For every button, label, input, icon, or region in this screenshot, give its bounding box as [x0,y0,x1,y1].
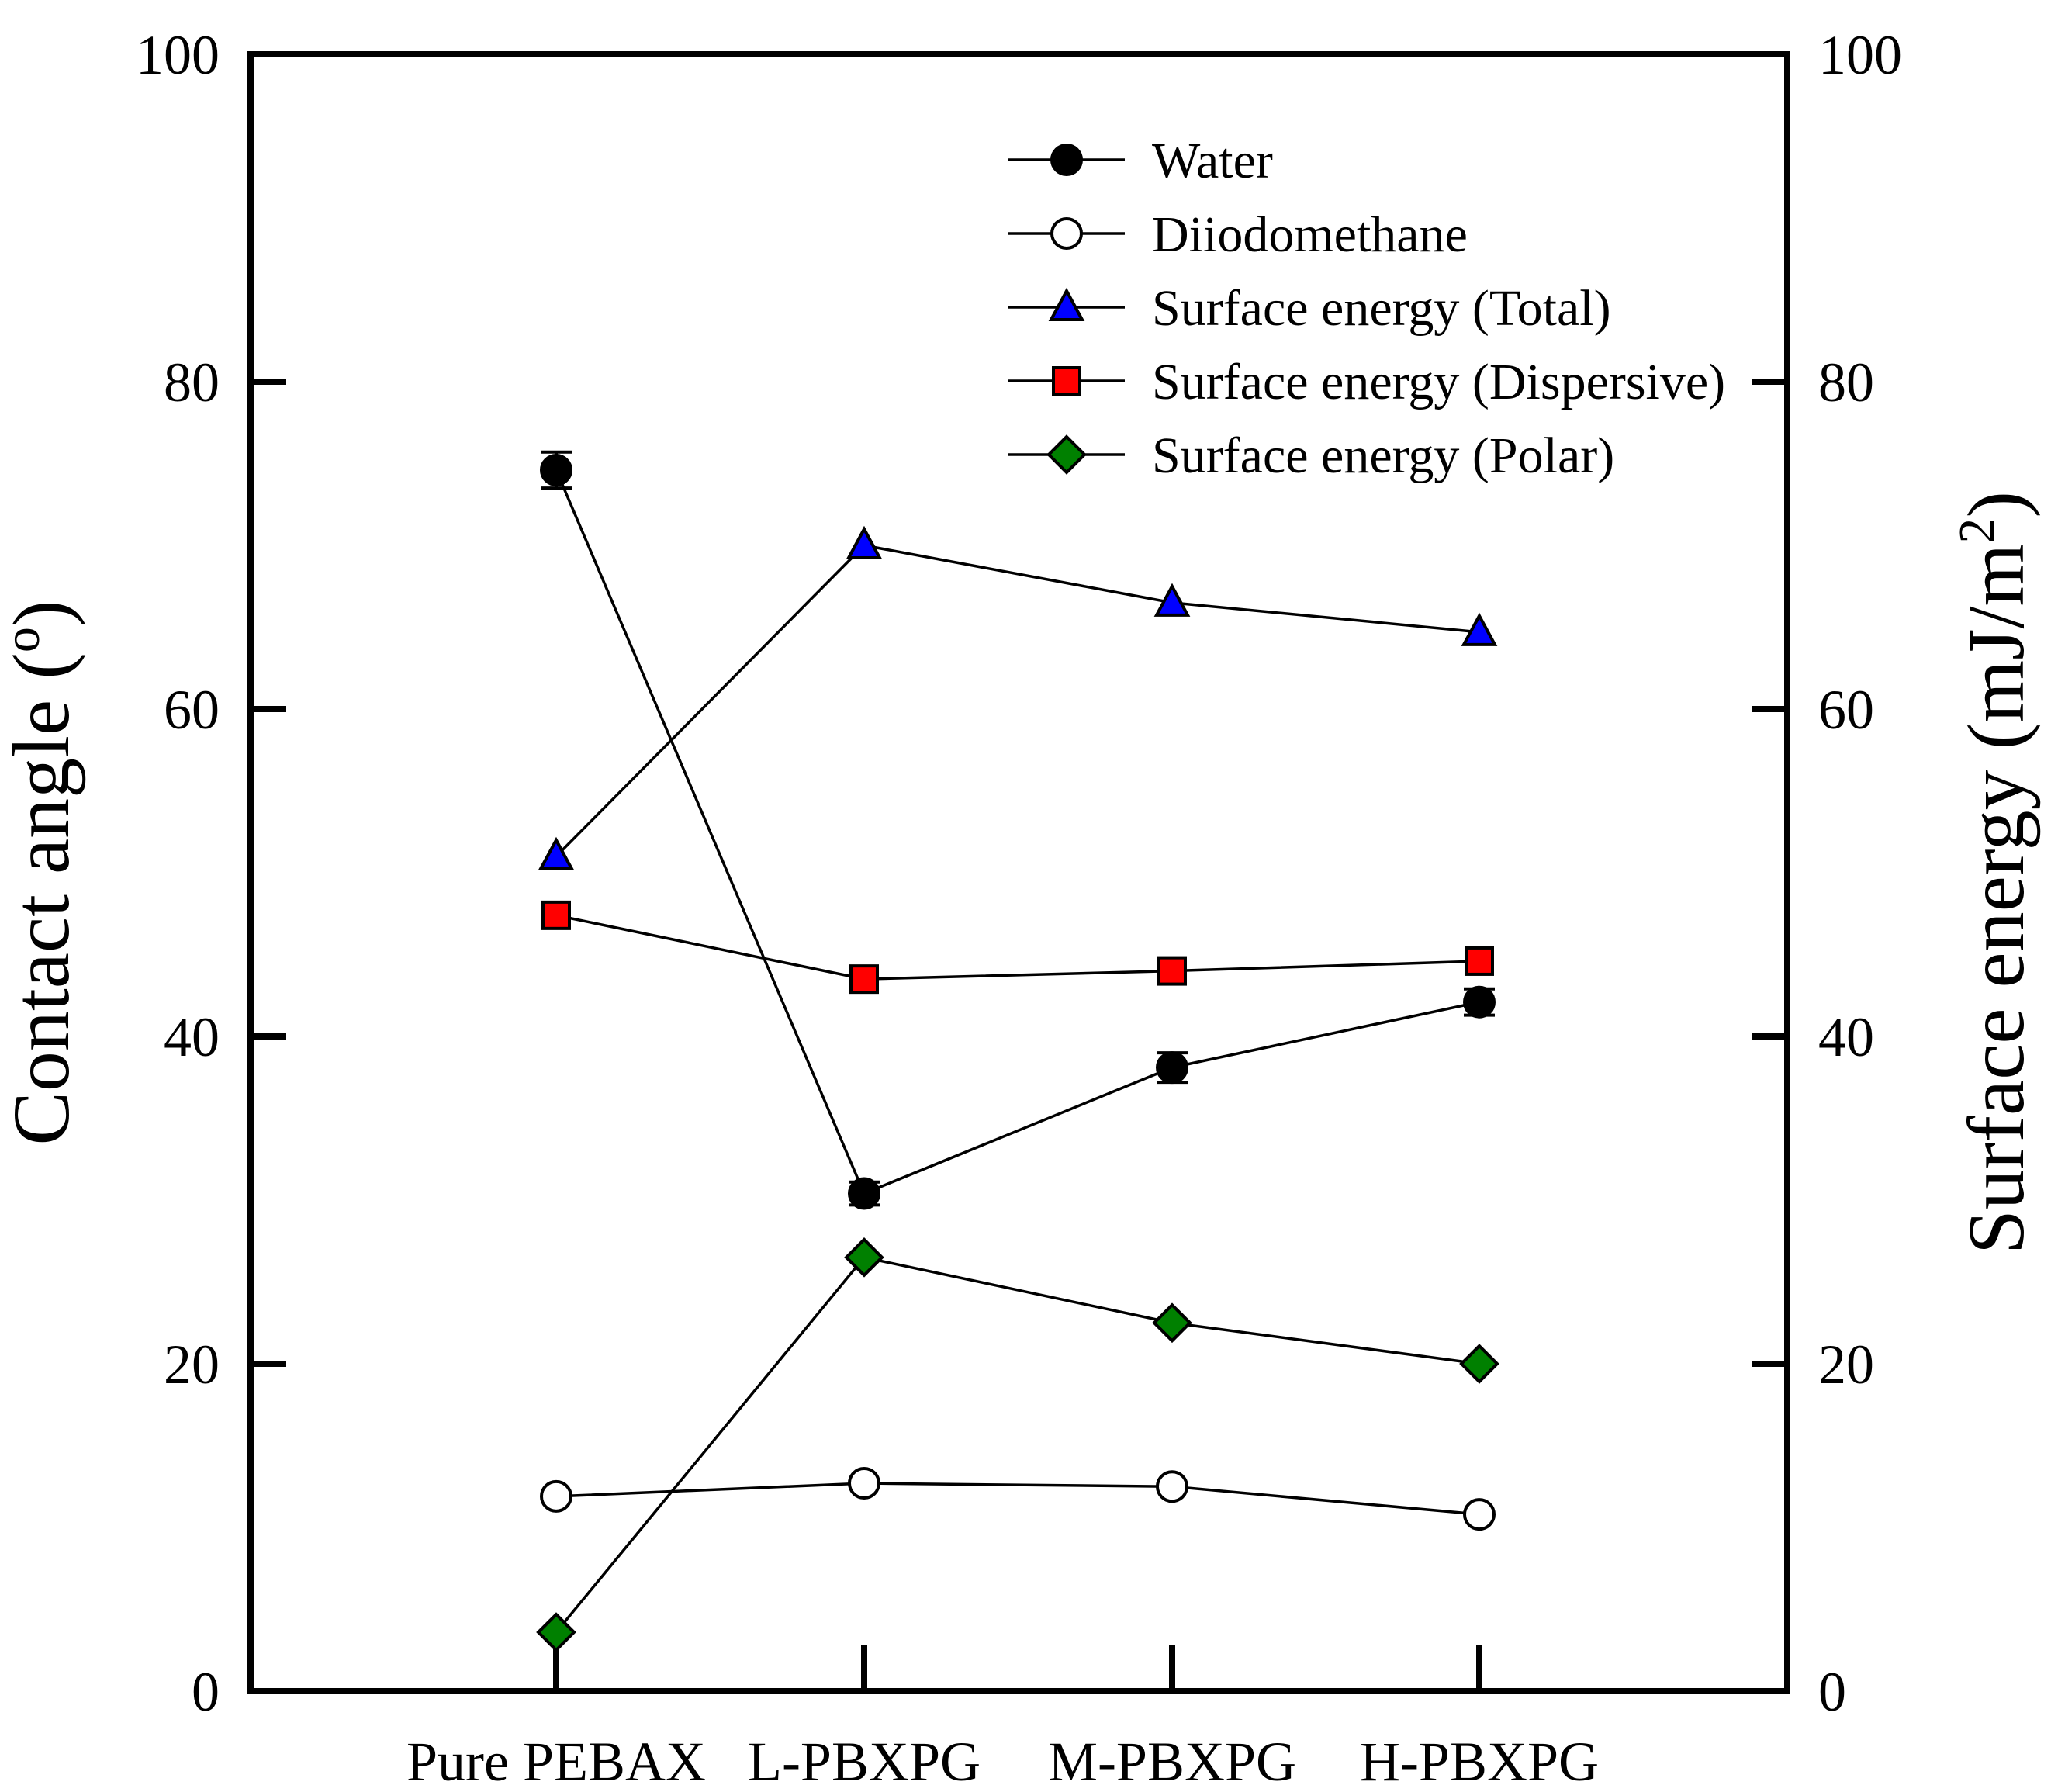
data-point [1153,583,1191,617]
data-point [1459,1344,1499,1384]
series-surface-energy-total [538,525,1498,870]
data-point [848,1467,880,1500]
legend-label: Surface energy (Polar) [1152,427,1614,484]
right-tick-label: 20 [1818,1334,1874,1396]
legend-label: Diiodomethane [1152,206,1468,263]
legend-item: Surface energy (Dispersive) [1008,354,1725,410]
right-axis-title-superscript: 2 [1949,518,2005,544]
legend-marker [1046,434,1087,475]
series-line [555,914,1480,981]
right-axis-title-text: Surface energy (mJ/m [1952,544,2041,1254]
series-surface-energy-dispersive [541,900,1494,995]
data-point [1156,1470,1188,1503]
right-tick-label: 0 [1818,1661,1846,1723]
legend-marker [1052,366,1081,396]
category-label: H-PBXPG [1360,1731,1599,1792]
series-line [555,1255,1480,1634]
left-tick-label: 20 [164,1334,220,1396]
legend-item: Water [1008,133,1273,189]
series-line [555,1482,1480,1516]
left-tick-label: 60 [164,679,220,741]
legend-marker [1050,144,1083,176]
series-layer [536,450,1499,1652]
legend-label: Surface energy (Dispersive) [1152,354,1725,410]
data-point [848,1177,880,1210]
legend-marker [1048,287,1085,321]
category-label: L-PBXPG [748,1731,981,1792]
series-line [555,544,1480,858]
left-tick-label: 40 [164,1006,220,1068]
legend-item: Surface energy (Polar) [1008,427,1614,484]
left-axis-title: Contact angle (o) [0,600,86,1146]
data-point [541,900,571,930]
legend-label: Surface energy (Total) [1152,280,1611,337]
right-tick-label: 100 [1818,24,1902,86]
data-point [540,1479,572,1513]
legend-marker [1050,217,1083,250]
data-point [1156,1051,1188,1085]
category-label: M-PBXPG [1048,1731,1296,1792]
data-point [1461,612,1498,646]
category-label: Pure PEBAX [406,1731,706,1792]
data-point [1157,956,1187,986]
data-point [849,964,879,995]
data-point [536,1612,576,1652]
left-axis-title-degree: o [0,627,50,652]
data-point [846,525,883,559]
right-tick-label: 40 [1818,1006,1874,1068]
legend-label: Water [1152,133,1273,189]
category-axis: Pure PEBAX L-PBXPG M-PBXPG H-PBXPG [406,1645,1599,1792]
left-axis-title-text: Contact angle ( [0,652,86,1145]
series-line [555,469,1480,1195]
right-tick-label: 60 [1818,679,1874,741]
left-axis-ticks: 0 20 40 60 80 100 [136,24,286,1723]
data-point [1463,985,1496,1019]
legend-item: Diiodomethane [1008,206,1468,263]
series-water [540,450,1496,1210]
data-point [844,1237,884,1278]
data-point [538,836,575,870]
data-point [1463,1498,1496,1531]
legend: Water Diiodomethane Surface energy (Total)… [1008,133,1725,484]
data-point [1465,946,1494,976]
series-surface-energy-polar [536,1237,1499,1652]
data-point [540,453,572,486]
left-tick-label: 0 [192,1661,220,1723]
legend-item: Surface energy (Total) [1008,280,1611,337]
series-diiodomethane [540,1467,1496,1531]
right-tick-label: 80 [1818,351,1874,413]
left-tick-label: 80 [164,351,220,413]
left-axis-title-close: ) [0,600,86,628]
right-axis-title: Surface energy (mJ/m2) [1949,491,2041,1254]
right-axis-ticks: 0 20 40 60 80 100 [1752,24,1902,1723]
left-tick-label: 100 [136,24,220,86]
data-point [1152,1302,1192,1344]
plot-frame [247,51,1790,1694]
right-axis-title-close: ) [1952,491,2041,518]
